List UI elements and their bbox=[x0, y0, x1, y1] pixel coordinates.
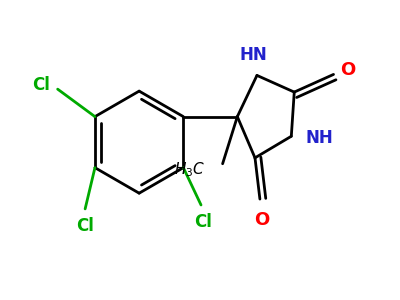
Text: O: O bbox=[340, 61, 355, 80]
Text: $H_3C$: $H_3C$ bbox=[174, 160, 205, 179]
Text: HN: HN bbox=[239, 46, 267, 64]
Text: Cl: Cl bbox=[32, 76, 50, 94]
Text: O: O bbox=[254, 211, 270, 229]
Text: Cl: Cl bbox=[194, 213, 212, 231]
Text: NH: NH bbox=[305, 129, 333, 147]
Text: Cl: Cl bbox=[76, 217, 94, 235]
